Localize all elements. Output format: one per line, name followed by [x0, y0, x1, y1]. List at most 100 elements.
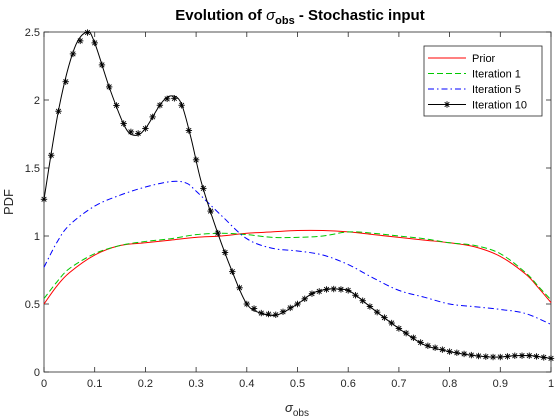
series-marker [301, 295, 308, 303]
y-tick-label: 1.5 [25, 163, 40, 175]
series-marker [77, 37, 84, 45]
series-marker [453, 349, 461, 356]
series-marker [497, 353, 504, 361]
legend-label: Prior [472, 53, 496, 65]
x-tick-label: 0.1 [87, 378, 102, 390]
series-marker [98, 61, 106, 69]
series-marker [48, 152, 55, 159]
series-marker [55, 108, 62, 115]
series-line-1 [43, 229, 552, 305]
y-axis-label: PDF [1, 189, 16, 215]
series-marker [127, 128, 135, 136]
series-marker [200, 185, 207, 192]
series-marker [526, 352, 533, 359]
series-marker [142, 125, 149, 132]
series-marker [540, 354, 547, 361]
series-marker [69, 50, 77, 58]
series-marker [439, 346, 446, 353]
series-marker [443, 101, 451, 108]
series-marker [185, 127, 193, 134]
series-marker [243, 300, 250, 308]
x-tick-label: 0.7 [391, 378, 406, 390]
x-tick-label: 0.2 [138, 378, 153, 390]
series-layer [40, 29, 555, 362]
series-marker [316, 288, 323, 295]
series-marker [359, 297, 366, 304]
series-line-3 [43, 180, 552, 325]
series-marker [178, 102, 185, 109]
series-marker [40, 196, 48, 203]
series-marker [294, 300, 301, 308]
series-marker [366, 303, 374, 310]
series-marker [504, 353, 511, 360]
series-marker [214, 229, 222, 237]
series-marker [446, 348, 453, 355]
x-tick-label: 0 [41, 378, 47, 390]
series-marker [323, 286, 330, 293]
chart-title: Evolution of σobs - Stochastic input [175, 7, 424, 27]
series-marker [410, 334, 417, 342]
series-marker [163, 95, 171, 103]
series-marker [207, 207, 214, 215]
series-marker [518, 352, 526, 359]
series-marker [424, 342, 432, 349]
series-marker [417, 339, 424, 346]
x-tick-label: 0.3 [188, 378, 203, 390]
x-tick-label: 0.4 [239, 378, 254, 390]
x-tick-label: 1 [548, 378, 554, 390]
series-marker [149, 113, 156, 121]
series-marker [482, 353, 490, 360]
series-marker [272, 311, 279, 318]
series-line-2 [43, 231, 552, 301]
series-marker [468, 351, 475, 359]
series-marker [250, 305, 258, 312]
series-marker [373, 308, 381, 316]
series-marker [258, 309, 265, 317]
series-marker [547, 355, 555, 362]
legend: Prior Iteration 1 Iteration 5 Iteration 10 [423, 45, 543, 117]
x-axis-label: σobs [285, 400, 309, 419]
x-tick-label: 0.8 [442, 378, 457, 390]
series-marker [431, 344, 439, 351]
series-marker [91, 39, 98, 47]
series-marker [330, 285, 337, 293]
legend-label: Iteration 10 [472, 100, 527, 112]
series-marker [229, 268, 236, 275]
series-marker [279, 308, 287, 315]
series-marker [287, 304, 294, 312]
series-marker [192, 156, 200, 164]
legend-label: Iteration 1 [472, 69, 521, 81]
x-axis: 0 0.1 0.2 0.3 0.4 0.5 0.6 0.7 0.8 0.9 1 [41, 32, 554, 390]
series-marker [345, 287, 352, 294]
series-marker [308, 290, 316, 297]
series-marker [533, 353, 540, 360]
y-tick-label: 0 [34, 367, 40, 379]
y-tick-label: 1 [34, 231, 40, 243]
series-marker [236, 284, 243, 292]
x-tick-label: 0.9 [493, 378, 508, 390]
series-marker [105, 83, 113, 91]
series-marker [156, 102, 164, 109]
series-marker [62, 78, 69, 85]
series-marker [265, 310, 272, 318]
series-marker [171, 95, 178, 102]
series-marker [221, 249, 229, 256]
series-marker [134, 130, 142, 137]
series-marker [113, 102, 120, 109]
series-marker [352, 292, 359, 299]
x-tick-label: 0.6 [341, 378, 356, 390]
x-tick-label: 0.5 [290, 378, 305, 390]
series-marker [381, 314, 388, 321]
y-tick-label: 2.5 [25, 27, 40, 39]
series-marker [395, 325, 403, 332]
series-marker [337, 286, 345, 293]
legend-label: Iteration 5 [472, 84, 521, 96]
series-marker [489, 353, 497, 361]
series-marker [475, 352, 482, 360]
series-marker [388, 319, 395, 327]
y-axis: 0 0.5 1 1.5 2 2.5 [25, 27, 551, 379]
series-marker [120, 120, 127, 127]
y-tick-label: 0.5 [25, 299, 40, 311]
y-tick-label: 2 [34, 95, 40, 107]
